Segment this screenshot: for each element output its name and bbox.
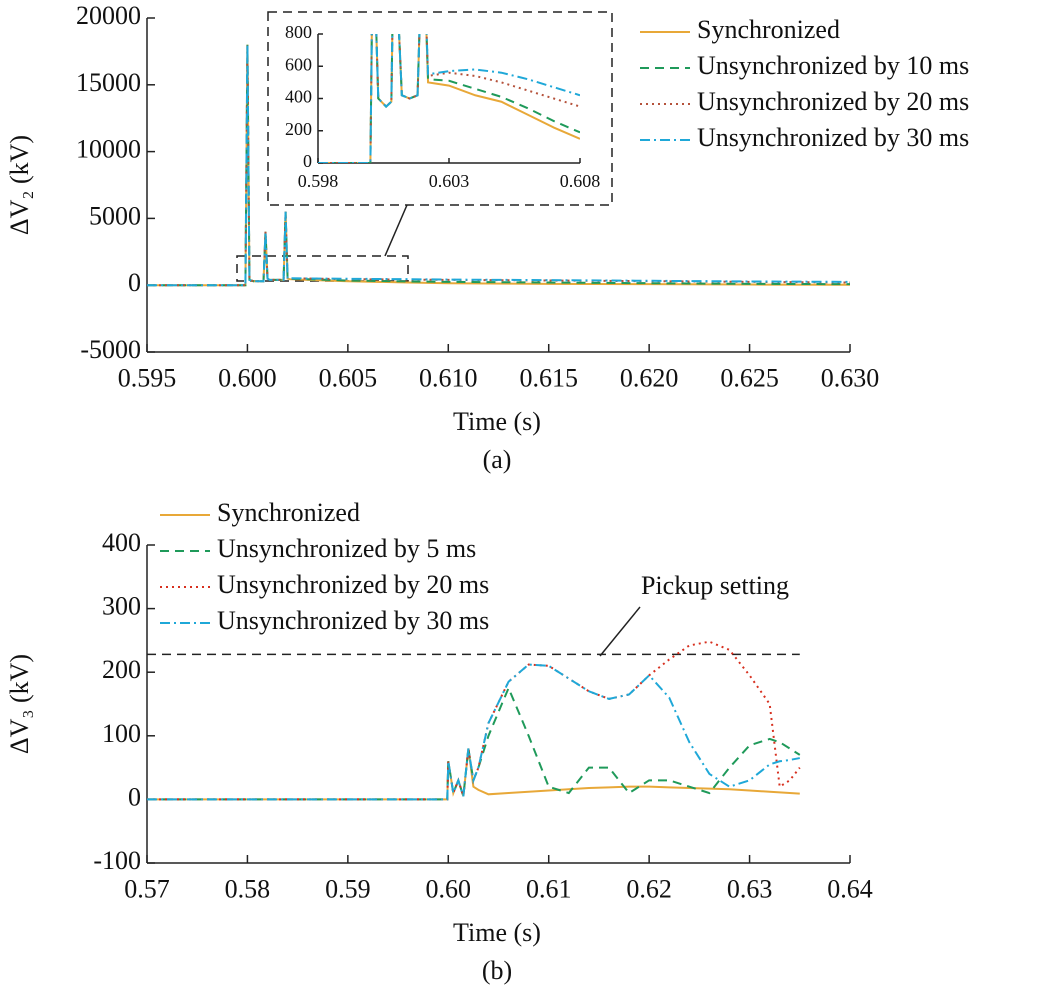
x-tick-label: 0.64	[827, 875, 873, 904]
zoom-box	[236, 255, 409, 282]
x-tick-label: 0.630	[821, 364, 880, 393]
y-tick-label: 200	[102, 655, 141, 684]
y-tick-label: 20000	[76, 1, 141, 30]
plot: 0.595 0.600 0.605 0.610 0.615 0.620 0.625 0.630…	[5, 1, 969, 474]
legend-label: Unsynchronized by 20 ms	[697, 87, 969, 116]
series-line	[147, 44, 850, 287]
y-tick-label: 5000	[89, 201, 141, 230]
y-tick-label: 15000	[76, 68, 141, 97]
y-tick-label: 300	[102, 592, 141, 621]
y-tick-label: 10000	[76, 135, 141, 164]
series-line	[147, 685, 801, 801]
x-axis-label: Time (s)	[453, 407, 541, 436]
y-tick-label: 0	[128, 268, 141, 297]
x-tick-label: 0.595	[118, 364, 177, 393]
legend-label: Unsynchronized by 30 ms	[697, 123, 969, 152]
legend-label: Synchronized	[697, 15, 840, 44]
series-line	[318, 34, 580, 163]
series-line	[147, 640, 801, 801]
x-tick-label: 0.60	[426, 875, 472, 904]
x-tick-label: 0.62	[626, 875, 672, 904]
y-tick-label: 200	[285, 119, 312, 139]
legend-label: Unsynchronized by 20 ms	[217, 570, 489, 599]
x-tick-label: 0.608	[560, 171, 601, 191]
series-group	[147, 640, 801, 801]
legend-label: Unsynchronized by 30 ms	[217, 606, 489, 635]
x-tick-label: 0.61	[526, 875, 572, 904]
x-tick-label: 0.59	[325, 875, 371, 904]
x-tick-label: 0.603	[429, 171, 470, 191]
x-tick-label: 0.625	[720, 364, 779, 393]
y-tick-label: 0	[303, 151, 312, 171]
y-axis-label: ΔV₃ (kV)	[5, 654, 34, 754]
caption: (a)	[483, 445, 512, 474]
zoom-leader	[384, 204, 408, 257]
x-tick-label: 0.620	[620, 364, 679, 393]
inset-frame	[267, 11, 613, 206]
x-tick-label: 0.605	[319, 364, 378, 393]
caption: (b)	[482, 956, 512, 985]
y-tick-label: 400	[102, 528, 141, 557]
y-tick-label: 0	[128, 782, 141, 811]
series-group	[318, 34, 580, 163]
y-tick-label: 800	[285, 22, 312, 42]
pickup-label: Pickup setting	[641, 571, 789, 600]
x-tick-label: 0.615	[519, 364, 578, 393]
series-line	[147, 663, 800, 801]
y-tick-label: 100	[102, 719, 141, 748]
x-axis-label: Time (s)	[453, 918, 541, 947]
x-tick-label: 0.600	[218, 364, 277, 393]
y-axis-label: ΔV₂ (kV)	[5, 135, 34, 235]
plot: 0.57 0.58 0.59 0.60 0.61 0.62 0.63 0.64 -100 0 100…	[5, 498, 873, 985]
legend-label: Synchronized	[217, 498, 360, 527]
x-tick-label: 0.57	[124, 875, 170, 904]
y-tick-label: 600	[285, 54, 312, 74]
y-tick-label: -5000	[80, 335, 141, 364]
y-tick-label: -100	[93, 846, 141, 875]
x-tick-label: 0.610	[419, 364, 478, 393]
x-tick-label: 0.63	[727, 875, 773, 904]
series-group	[147, 44, 850, 287]
x-tick-label: 0.598	[298, 171, 339, 191]
legend-label: Unsynchronized by 5 ms	[217, 534, 476, 563]
plot: 0.598 0.603 0.608 0 200 400 600 800	[285, 22, 601, 191]
y-tick-label: 400	[285, 87, 312, 107]
legend-label: Unsynchronized by 10 ms	[697, 51, 969, 80]
x-tick-label: 0.58	[225, 875, 271, 904]
pickup-leader	[599, 606, 641, 657]
